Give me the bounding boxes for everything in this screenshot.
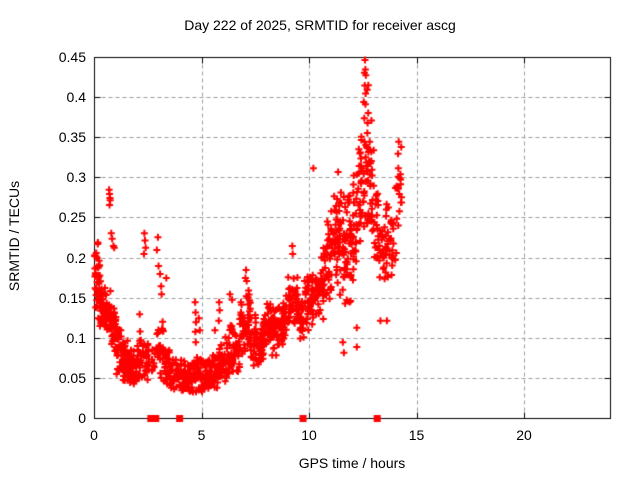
y-tick-label: 0.25 <box>58 209 86 226</box>
x-tick-label: 10 <box>301 427 317 443</box>
x-tick-label: 0 <box>90 427 98 443</box>
y-tick-label: 0.05 <box>58 369 86 386</box>
y-tick-label: 0.15 <box>58 289 86 306</box>
y-axis-label: SRMTID / TECUs <box>6 180 22 292</box>
y-tick-label: 0.45 <box>58 49 86 65</box>
y-tick-label: 0.3 <box>66 169 86 186</box>
x-axis-label: GPS time / hours <box>298 455 406 471</box>
y-tick-label: 0.2 <box>66 249 86 266</box>
y-tick-label: 0.35 <box>58 129 86 146</box>
y-tick-label: 0.1 <box>66 329 86 346</box>
y-tick-label: 0 <box>78 410 86 426</box>
x-tick-label: 20 <box>516 427 532 443</box>
x-tick-label: 5 <box>197 427 206 443</box>
x-tick-label: 15 <box>408 427 425 443</box>
y-tick-label: 0.4 <box>66 89 86 106</box>
chart-title: Day 222 of 2025, SRMTID for receiver asc… <box>184 17 456 33</box>
